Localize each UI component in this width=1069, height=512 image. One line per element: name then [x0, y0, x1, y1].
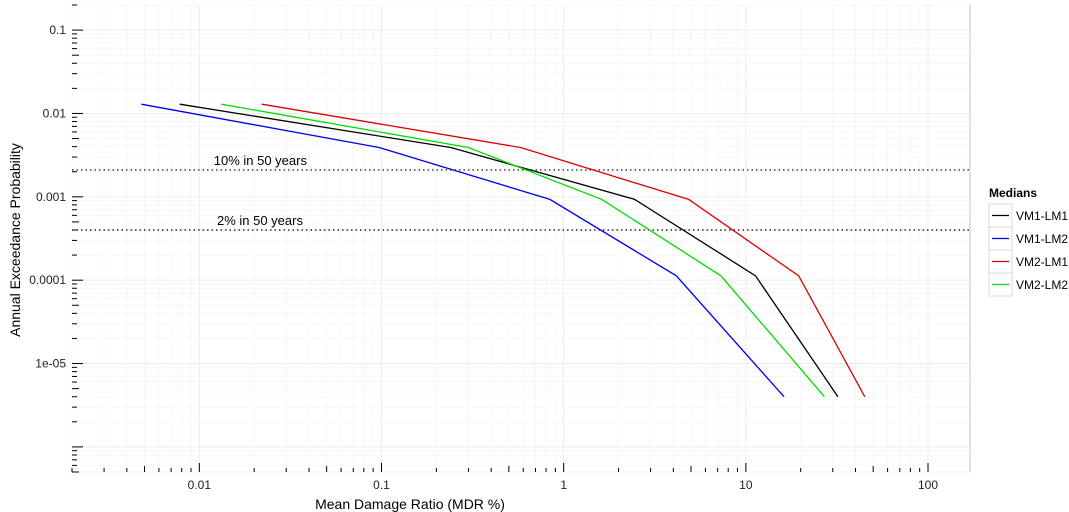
- y-tick-label: 0.001: [36, 190, 66, 204]
- x-tick-label: 10: [739, 478, 753, 492]
- reference-line-label: 2% in 50 years: [217, 213, 303, 228]
- legend-label: VM1-LM2: [1016, 232, 1068, 246]
- reference-lines: 10% in 50 years 2% in 50 years: [72, 153, 970, 231]
- legend-label: VM2-LM2: [1016, 278, 1068, 292]
- reference-line-label: 10% in 50 years: [214, 153, 308, 168]
- legend-title: Medians: [989, 186, 1037, 200]
- x-axis-title: Mean Damage Ratio (MDR %): [315, 496, 505, 512]
- x-tick-label: 0.01: [188, 478, 212, 492]
- series-line-vm1-lm1: [179, 103, 839, 398]
- series-line-vm2-lm2: [221, 103, 825, 398]
- x-tick-label: 1: [560, 478, 567, 492]
- grid: [71, 4, 970, 473]
- y-axis: 0.1 0.01 0.001 0.0001 1e-05: [29, 4, 83, 473]
- x-tick-label: 0.1: [373, 478, 390, 492]
- y-tick-label: 1e-05: [35, 357, 66, 371]
- x-axis: 0.01 0.1 1 10 100: [71, 463, 938, 492]
- y-axis-title: Annual Exceedance Probability: [7, 143, 23, 337]
- series-line-vm1-lm2: [141, 103, 785, 398]
- legend: Medians VM1-LM1 VM1-LM2 VM2-LM1 VM2-LM2: [988, 186, 1068, 297]
- series-layer: [141, 103, 866, 398]
- legend-label: VM1-LM1: [1016, 209, 1068, 223]
- y-tick-label: 0.01: [43, 106, 67, 120]
- plot-panel: [71, 4, 971, 473]
- series-line-vm2-lm1: [261, 103, 866, 398]
- x-tick-label: 100: [918, 478, 938, 492]
- y-tick-label: 0.1: [49, 23, 66, 37]
- y-tick-label: 0.0001: [29, 273, 66, 287]
- legend-label: VM2-LM1: [1016, 255, 1068, 269]
